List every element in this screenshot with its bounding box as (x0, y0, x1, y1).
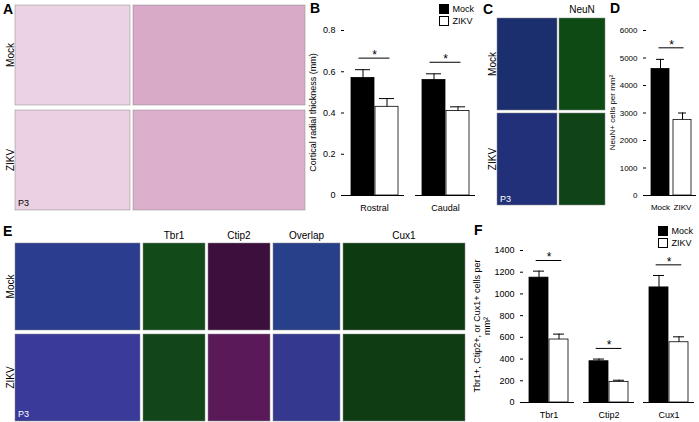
svg-text:0.6: 0.6 (323, 67, 336, 77)
svg-text:C: C (483, 1, 493, 17)
html-text:Tbr1+, Ctip2+, or Cux1+ cells: Tbr1+, Ctip2+, or Cux1+ cells per mm² (472, 259, 492, 393)
svg-text:4000: 4000 (620, 81, 638, 90)
svg-text:1000: 1000 (494, 289, 514, 299)
svg-text:*: * (372, 48, 377, 62)
svg-text:5000: 5000 (620, 54, 638, 63)
svg-text:Caudal: Caudal (431, 203, 460, 213)
svg-text:600: 600 (499, 332, 514, 342)
html-text:Mock: Mock (671, 226, 693, 236)
svg-text:200: 200 (499, 376, 514, 386)
svg-text:6000: 6000 (620, 26, 638, 35)
svg-text:*: * (607, 338, 612, 352)
svg-text:1400: 1400 (494, 245, 514, 255)
svg-text:0: 0 (330, 190, 335, 200)
html-text:ZIKV: ZIKV (671, 238, 692, 248)
svg-text:0.8: 0.8 (323, 25, 336, 35)
svg-text:Ctip2: Ctip2 (598, 410, 619, 420)
svg-text:A: A (3, 1, 13, 17)
svg-text:3000: 3000 (620, 109, 638, 118)
html-text:Mock: Mock (452, 4, 474, 14)
svg-text:0: 0 (509, 397, 514, 407)
svg-text:Cux1: Cux1 (658, 410, 679, 420)
svg-text:*: * (667, 255, 672, 269)
html-text:D: D (610, 0, 621, 16)
svg-text:Tbr1: Tbr1 (540, 410, 559, 420)
html-text:B: B (310, 0, 321, 16)
svg-text:2000: 2000 (620, 136, 638, 145)
svg-text:0.4: 0.4 (323, 108, 336, 118)
svg-text:Mock: Mock (5, 274, 16, 299)
svg-text:*: * (443, 52, 448, 66)
svg-text:ZIKV: ZIKV (5, 366, 16, 389)
svg-text:P3: P3 (500, 194, 511, 204)
svg-text:1200: 1200 (494, 267, 514, 277)
svg-text:ZIKV: ZIKV (487, 148, 498, 171)
svg-text:E: E (3, 223, 12, 239)
svg-text:Mock: Mock (487, 51, 498, 76)
html-text:Cortical radial thickness (mm): Cortical radial thickness (mm) (308, 53, 318, 172)
svg-text:1000: 1000 (620, 164, 638, 173)
svg-text:Tbr1: Tbr1 (164, 230, 185, 241)
svg-text:0.2: 0.2 (323, 149, 336, 159)
svg-text:0: 0 (633, 191, 638, 200)
html-text:NeuN+ cells per mm²: NeuN+ cells per mm² (608, 74, 618, 151)
svg-text:P3: P3 (18, 198, 29, 208)
svg-text:NeuN: NeuN (569, 4, 595, 15)
svg-text:ZIKV: ZIKV (5, 149, 16, 172)
html-text:ZIKV: ZIKV (452, 16, 473, 26)
svg-text:P3: P3 (18, 409, 29, 419)
svg-text:Cux1: Cux1 (392, 230, 416, 241)
html-text:F: F (474, 222, 483, 238)
svg-text:Ctip2: Ctip2 (227, 230, 251, 241)
svg-text:800: 800 (499, 311, 514, 321)
svg-text:Mock: Mock (5, 42, 16, 67)
svg-text:Mock: Mock (651, 203, 671, 212)
svg-text:ZIKV: ZIKV (674, 203, 692, 212)
svg-text:*: * (547, 250, 552, 264)
svg-text:400: 400 (499, 354, 514, 364)
svg-text:Overlap: Overlap (289, 230, 324, 241)
svg-text:*: * (669, 38, 674, 52)
svg-text:Rostral: Rostral (360, 203, 389, 213)
